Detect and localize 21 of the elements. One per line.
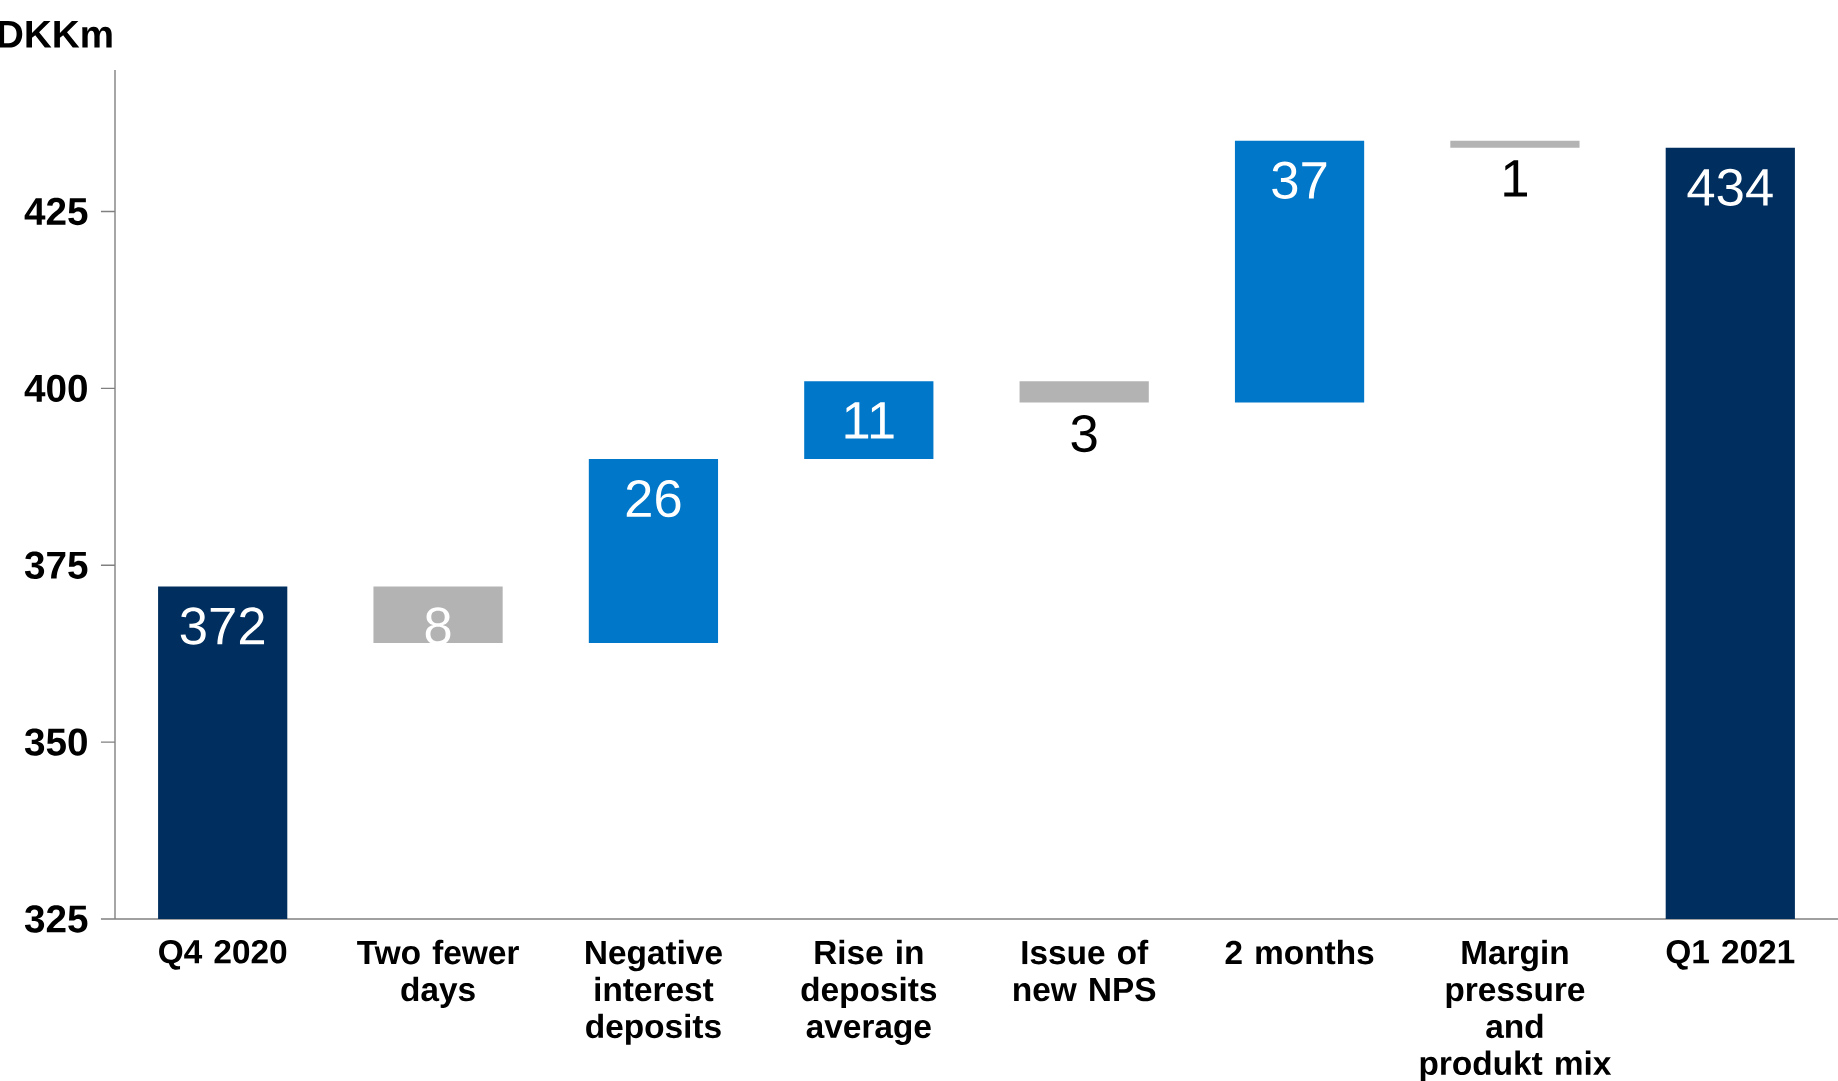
data-label: 1 xyxy=(1504,160,1527,197)
x-tick-label: Rise in deposits average xyxy=(801,939,937,1045)
data-label: 26 xyxy=(626,480,681,518)
y-tick-label: 350 xyxy=(24,728,87,756)
x-tick-label: Issue of new NPS xyxy=(1014,939,1156,1002)
x-tick-label: Q4 2020 xyxy=(159,939,287,970)
x-tick-label: Margin pressure and produkt mix xyxy=(1420,939,1612,1081)
x-tick-label: Two fewer days xyxy=(357,939,519,1008)
x-tick-label: Q1 2021 xyxy=(1666,939,1795,970)
data-label: 434 xyxy=(1687,168,1773,207)
data-label: 11 xyxy=(845,402,894,439)
y-tick-label: 400 xyxy=(24,374,87,403)
y-tick-label: 375 xyxy=(24,551,88,579)
data-label: 8 xyxy=(425,607,451,645)
data-label: 37 xyxy=(1272,161,1327,199)
data-label: 3 xyxy=(1071,414,1097,453)
x-tick-label: Negative interest deposits xyxy=(586,939,722,1045)
data-label: 372 xyxy=(180,607,265,645)
y-tick-label: 425 xyxy=(24,197,88,226)
y-tick-label: 325 xyxy=(24,905,88,933)
x-tick-label: 2 months xyxy=(1225,939,1374,965)
